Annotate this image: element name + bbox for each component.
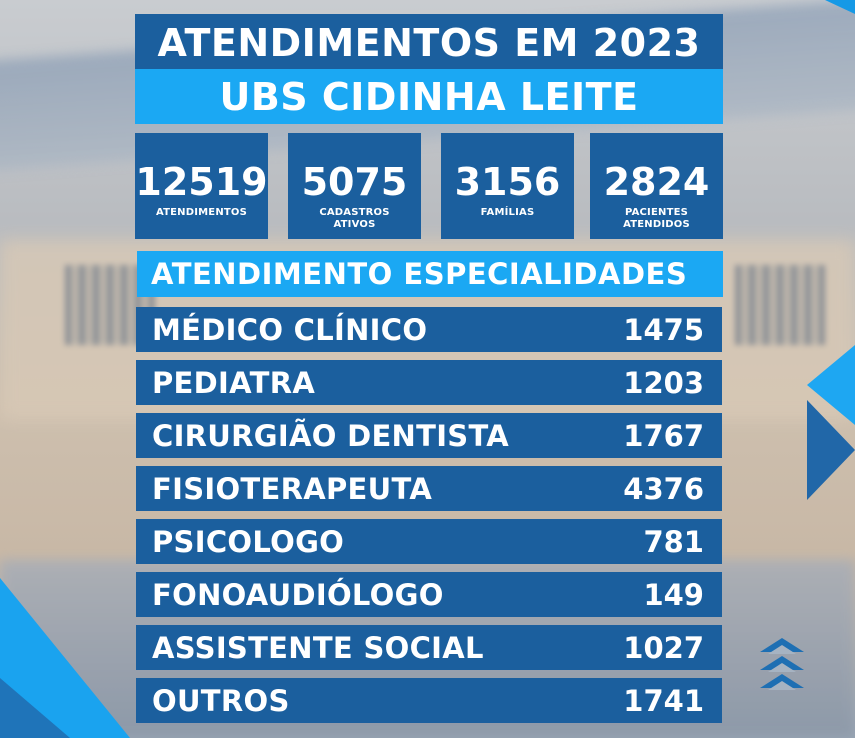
stat-label: ATENDIMENTOS — [155, 207, 248, 218]
specialty-row: CIRURGIÃO DENTISTA 1767 — [136, 413, 722, 458]
specialty-name: FONOAUDIÓLOGO — [152, 578, 444, 612]
stat-card-pacientes: 2824 PACIENTES ATENDIDOS — [590, 133, 723, 239]
stat-label-line: ATIVOS — [333, 219, 376, 230]
decorative-arrow-right-dark — [807, 400, 855, 500]
specialty-value: 4376 — [623, 472, 704, 506]
specialty-value: 1767 — [623, 419, 704, 453]
specialty-row: OUTROS 1741 — [136, 678, 722, 723]
specialty-row: PSICOLOGO 781 — [136, 519, 722, 564]
stat-value: 5075 — [301, 160, 408, 204]
stat-label-line: ATENDIDOS — [623, 219, 690, 230]
specialties-header: ATENDIMENTO ESPECIALIDADES — [137, 251, 723, 297]
specialty-name: OUTROS — [152, 684, 290, 718]
subtitle-banner: UBS CIDINHA LEITE — [135, 69, 723, 124]
specialty-name: ASSISTENTE SOCIAL — [152, 631, 484, 665]
decorative-triangle-bottom-left-dark — [0, 678, 70, 738]
title-banner: ATENDIMENTOS EM 2023 — [135, 14, 723, 69]
specialty-name: CIRURGIÃO DENTISTA — [152, 419, 510, 453]
specialty-value: 149 — [643, 578, 704, 612]
specialty-value: 781 — [643, 525, 704, 559]
specialty-value: 1027 — [623, 631, 704, 665]
stat-value: 2824 — [603, 160, 710, 204]
specialty-name: FISIOTERAPEUTA — [152, 472, 433, 506]
stat-label-line: PACIENTES — [624, 207, 689, 218]
specialty-value: 1475 — [623, 313, 704, 347]
specialty-value: 1741 — [623, 684, 704, 718]
specialty-name: PSICOLOGO — [152, 525, 345, 559]
specialty-row: MÉDICO CLÍNICO 1475 — [136, 307, 722, 352]
stat-value: 12519 — [135, 160, 268, 204]
background-window — [735, 265, 825, 345]
specialty-row: FONOAUDIÓLOGO 149 — [136, 572, 722, 617]
stat-value: 3156 — [454, 160, 561, 204]
specialty-row: ASSISTENTE SOCIAL 1027 — [136, 625, 722, 670]
stat-label: FAMÍLIAS — [480, 207, 535, 218]
stat-card-familias: 3156 FAMÍLIAS — [441, 133, 574, 239]
stat-label-line: CADASTROS — [319, 207, 390, 218]
specialty-row: FISIOTERAPEUTA 4376 — [136, 466, 722, 511]
stat-card-atendimentos: 12519 ATENDIMENTOS — [135, 133, 268, 239]
specialty-name: MÉDICO CLÍNICO — [152, 313, 428, 347]
specialty-name: PEDIATRA — [152, 366, 316, 400]
specialty-value: 1203 — [623, 366, 704, 400]
stat-card-cadastros: 5075 CADASTROS ATIVOS — [288, 133, 421, 239]
specialty-row: PEDIATRA 1203 — [136, 360, 722, 405]
decorative-triangle-top-right — [825, 0, 855, 14]
chevron-up-icon — [760, 638, 806, 708]
stat-label: PACIENTES ATENDIDOS — [590, 207, 723, 231]
stat-label: CADASTROS ATIVOS — [288, 207, 421, 231]
